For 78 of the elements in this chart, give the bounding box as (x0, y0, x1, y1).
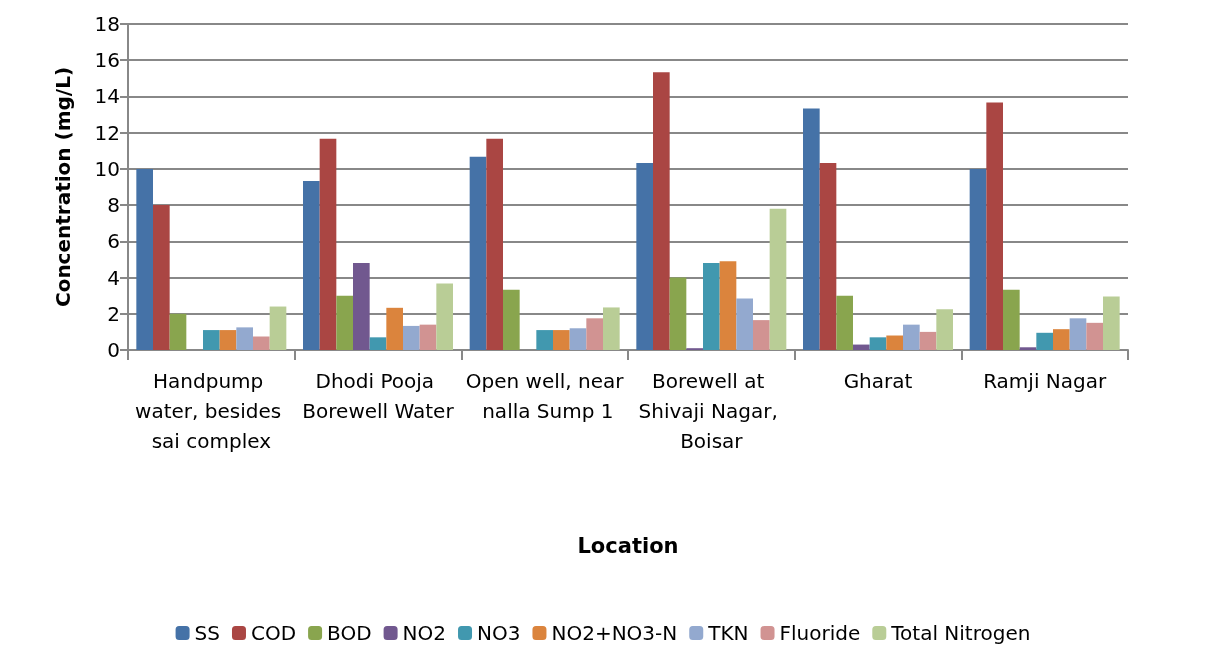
legend-label: NO2 (402, 621, 447, 645)
bar (769, 208, 787, 350)
y-tick-label: 14 (94, 84, 120, 109)
bar (653, 72, 670, 350)
bar (369, 337, 387, 350)
bar (353, 263, 370, 350)
bar (403, 325, 420, 350)
bar (386, 307, 403, 350)
y-tick-label: 0 (107, 338, 120, 362)
bar (736, 298, 753, 350)
legend-label: NO3 (477, 621, 521, 645)
legend-label: SS (194, 621, 220, 645)
bar (753, 320, 770, 350)
bar (219, 330, 237, 350)
bar (1069, 318, 1087, 350)
y-tick-label: 16 (94, 48, 120, 73)
bar (569, 328, 587, 350)
y-tick-label: 6 (107, 229, 120, 254)
bar (803, 108, 820, 350)
bar (603, 307, 620, 350)
bar (853, 344, 870, 350)
bar (169, 313, 187, 350)
bar (969, 168, 987, 350)
bar (236, 327, 253, 350)
bar (486, 138, 503, 350)
bar (336, 295, 353, 350)
bar (553, 330, 570, 350)
bar (1103, 296, 1120, 350)
bar (819, 162, 837, 350)
y-tick-label: 10 (94, 156, 120, 181)
y-tick-label: 18 (94, 12, 120, 36)
bar (303, 181, 320, 350)
bar (886, 335, 903, 350)
bar (436, 283, 453, 350)
bar (836, 295, 853, 350)
bar (586, 318, 603, 350)
x-tick-label: Ramji Nagar (983, 369, 1107, 393)
bar (719, 261, 737, 350)
bar (1003, 289, 1020, 350)
bar (153, 205, 170, 350)
bar (919, 331, 937, 350)
x-tick-label: Handpump water, besides sai complex (135, 369, 288, 453)
bar (319, 138, 337, 350)
bar (1019, 347, 1037, 350)
bar (253, 336, 270, 350)
bar (703, 263, 720, 350)
y-tick-label: 8 (107, 193, 120, 218)
bar (903, 324, 920, 350)
bar (869, 337, 887, 350)
legend-label: COD (250, 621, 297, 645)
y-axis-title: Concentration (mg/L) (51, 66, 75, 308)
x-tick-label: Dhodi Pooja Borewell Water (302, 369, 455, 423)
legend-label: NO2+NO3-N (551, 621, 678, 645)
bar (986, 102, 1003, 350)
bar (669, 277, 687, 350)
legend-label: TKN (707, 621, 749, 645)
y-tick-label: 4 (107, 265, 120, 290)
bar (136, 168, 153, 350)
bar (503, 289, 520, 350)
bar (1036, 332, 1053, 350)
bar (536, 330, 553, 350)
x-axis-title: Location (577, 533, 679, 558)
bar (203, 330, 220, 350)
bar (1086, 322, 1103, 350)
bar (269, 306, 287, 350)
bar (936, 309, 953, 350)
bar (419, 324, 437, 350)
bar (1053, 329, 1070, 350)
x-tick-label: Open well, near nalla Sump 1 (465, 369, 625, 423)
x-tick-label: Borewell at Shivaji Nagar, Boisar (638, 369, 785, 453)
legend-label: Fluoride (779, 621, 861, 645)
bar (469, 156, 487, 350)
bar (636, 162, 653, 350)
x-tick-label: Gharat (843, 369, 913, 393)
legend-label: Total Nitrogen (890, 621, 1031, 645)
y-tick-label: 2 (107, 301, 120, 326)
y-tick-label: 12 (94, 120, 120, 145)
legend-label: BOD (327, 621, 372, 645)
